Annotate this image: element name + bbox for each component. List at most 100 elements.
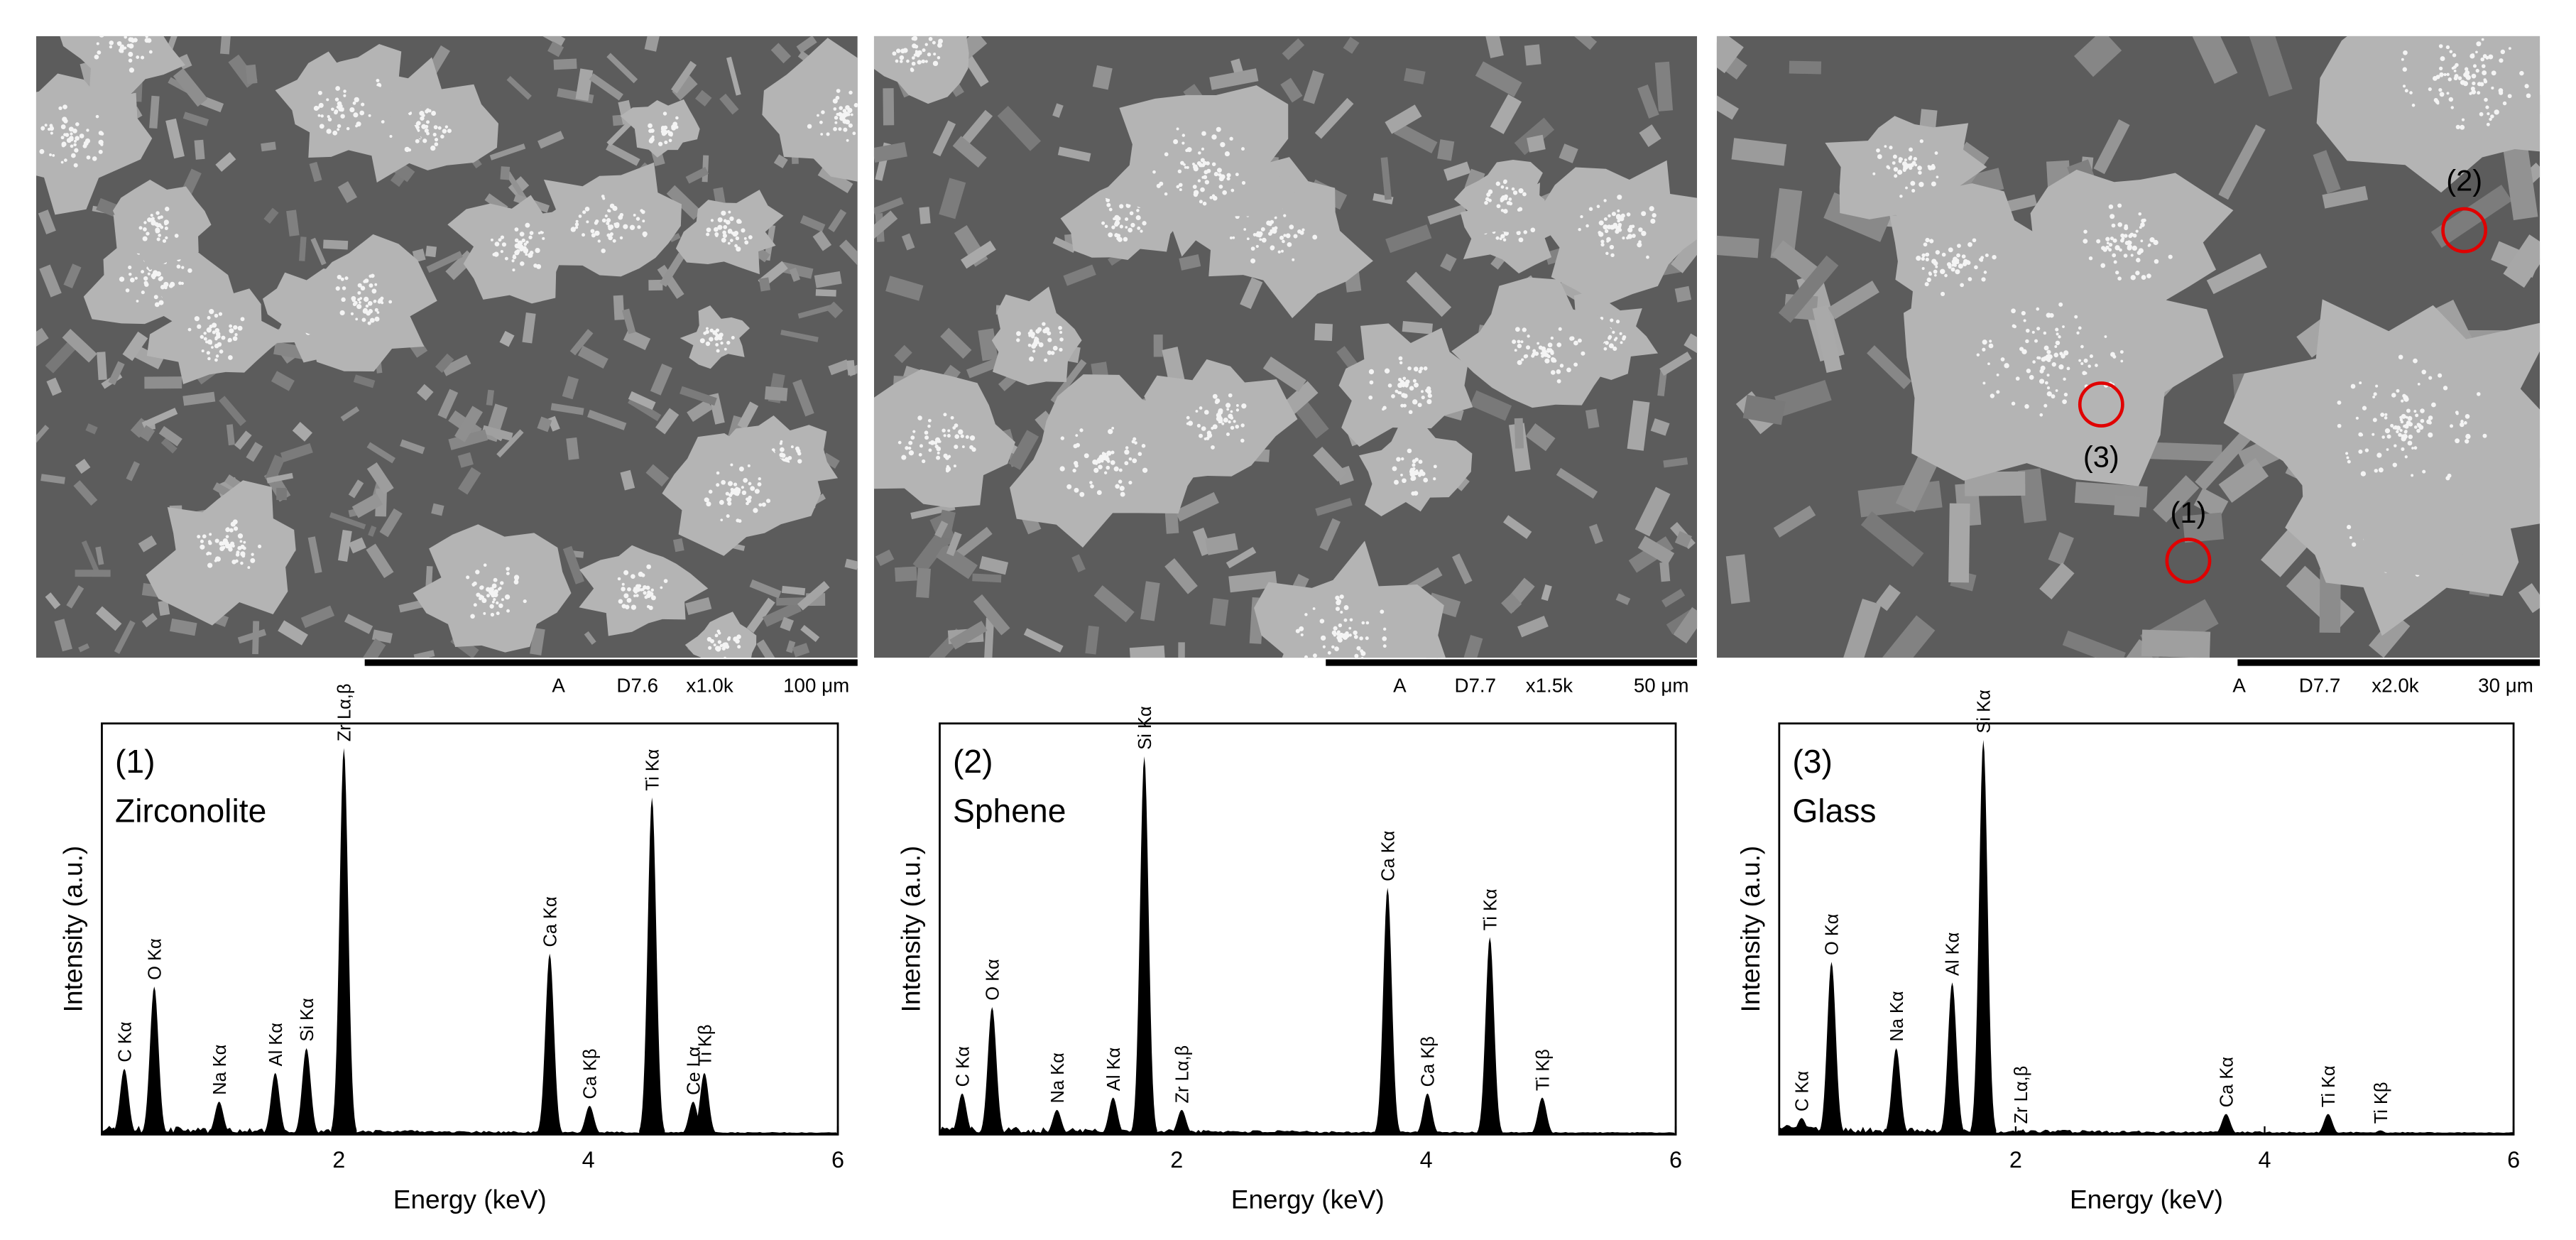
crystal — [1313, 447, 1348, 482]
inclusion — [2123, 254, 2128, 258]
crystal — [1828, 281, 1879, 320]
inclusion — [1047, 350, 1052, 355]
peak — [2007, 1130, 2034, 1135]
crystal — [158, 600, 170, 616]
crystal — [1164, 558, 1198, 594]
inclusion — [368, 309, 373, 314]
inclusion — [2484, 97, 2488, 102]
inclusion — [151, 276, 155, 280]
scale-bar — [364, 659, 858, 666]
inclusion — [1110, 450, 1115, 455]
inclusion — [714, 227, 719, 232]
inclusion — [754, 489, 760, 494]
inclusion — [914, 44, 919, 49]
inclusion — [339, 310, 345, 316]
inclusion — [339, 107, 344, 112]
inclusion — [2026, 369, 2031, 374]
inclusion — [1419, 469, 1424, 474]
inclusion — [574, 226, 579, 229]
inclusion — [1495, 236, 1500, 240]
inclusion — [367, 321, 371, 325]
crystal — [613, 295, 625, 320]
inclusion — [1101, 221, 1106, 225]
inclusion — [201, 349, 204, 353]
inclusion — [922, 48, 926, 53]
inclusion — [1114, 216, 1120, 221]
crystal — [669, 233, 681, 242]
inclusion — [239, 540, 243, 543]
inclusion — [1404, 384, 1409, 388]
inclusion — [317, 106, 320, 109]
inclusion — [2120, 359, 2124, 363]
inclusion — [2056, 332, 2059, 336]
inclusion — [900, 60, 903, 63]
inclusion — [1398, 356, 1403, 361]
inclusion — [49, 153, 52, 156]
inclusion — [1652, 213, 1657, 218]
inclusion — [2386, 434, 2391, 439]
inclusion — [1400, 473, 1403, 477]
crystal — [1372, 192, 1394, 205]
crystal — [685, 597, 712, 615]
crystal — [63, 263, 82, 289]
inclusion — [1909, 163, 1914, 168]
crystal — [97, 352, 107, 381]
inclusion — [243, 540, 246, 544]
inclusion — [832, 98, 838, 104]
inclusion — [337, 101, 342, 107]
inclusion — [1935, 250, 1941, 255]
inclusion — [2396, 388, 2400, 393]
inclusion — [1433, 477, 1436, 481]
inclusion — [717, 640, 722, 644]
inclusion — [500, 581, 504, 585]
inclusion — [1484, 200, 1488, 205]
inclusion — [362, 308, 369, 314]
inclusion — [247, 566, 251, 569]
inclusion — [2039, 379, 2045, 384]
peak-label: Na Kα — [1048, 1053, 1068, 1103]
inclusion — [2373, 392, 2377, 396]
crystal — [726, 56, 741, 96]
peak — [691, 1072, 718, 1135]
inclusion — [1035, 329, 1040, 334]
inclusion — [1894, 174, 1898, 178]
inclusion — [2455, 62, 2459, 67]
inclusion — [404, 146, 410, 153]
phase-label: Zirconolite — [115, 793, 266, 830]
crystal — [46, 377, 62, 396]
crystal — [1470, 390, 1512, 421]
inclusion — [1335, 595, 1340, 601]
inclusion — [165, 236, 168, 240]
peak — [141, 986, 168, 1135]
crystal — [299, 236, 307, 261]
crystal — [553, 58, 577, 70]
inclusion — [1933, 273, 1937, 277]
inclusion — [639, 588, 643, 592]
inclusion — [1603, 224, 1608, 230]
inclusion — [631, 574, 635, 579]
inclusion — [141, 55, 145, 60]
inclusion — [1301, 228, 1305, 232]
crystal — [540, 36, 566, 47]
inclusion — [113, 31, 116, 34]
inclusion — [219, 349, 224, 354]
inclusion — [2438, 373, 2443, 378]
inclusion — [730, 487, 734, 491]
inclusion — [2372, 396, 2376, 398]
grain-cluster — [991, 286, 1082, 386]
inclusion — [1502, 209, 1508, 214]
crystal — [1659, 562, 1671, 582]
crystal — [2369, 614, 2411, 658]
inclusion — [708, 646, 712, 650]
inclusion — [1241, 147, 1245, 151]
inclusion — [1412, 463, 1416, 467]
inclusion — [1988, 343, 1994, 349]
inclusion — [2111, 223, 2116, 228]
inclusion — [176, 264, 181, 269]
inclusion — [1933, 261, 1938, 266]
inclusion — [1514, 349, 1517, 352]
inclusion — [2464, 421, 2467, 425]
inclusion — [1383, 627, 1387, 631]
inclusion — [1135, 215, 1141, 221]
inclusion — [2095, 364, 2098, 367]
